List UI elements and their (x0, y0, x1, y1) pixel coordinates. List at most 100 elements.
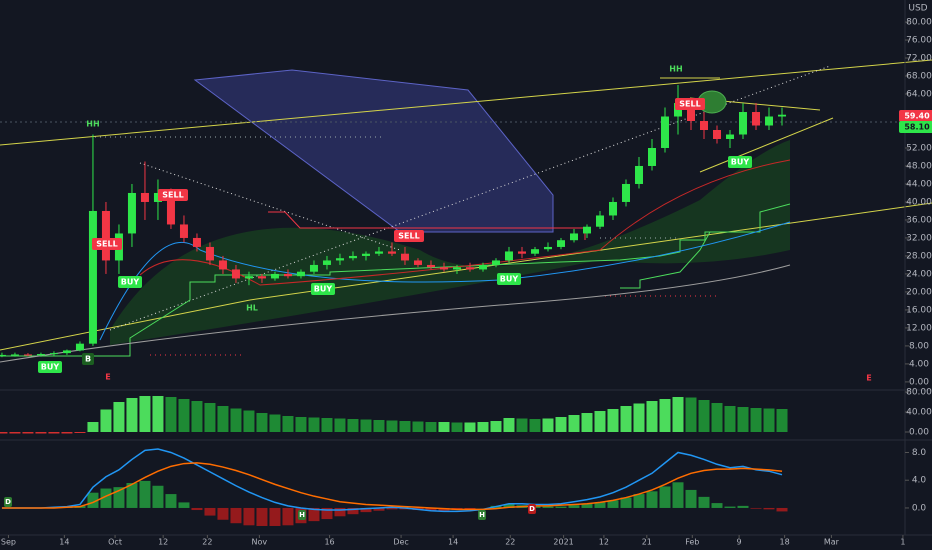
histogram-bar (451, 422, 463, 432)
histogram-bar (308, 417, 320, 432)
macd-bar (334, 507, 346, 517)
candle-body (556, 240, 565, 247)
label-box (311, 283, 335, 295)
macd-bar (308, 507, 320, 522)
step-line (0, 203, 791, 357)
candle-body (687, 103, 696, 122)
macd-bar (776, 507, 788, 512)
x-tick-label: 14 (448, 538, 458, 547)
histogram-bar (126, 398, 138, 432)
macd-bar (282, 507, 294, 526)
histogram-bar (737, 407, 749, 432)
macd-bar (386, 507, 398, 510)
histogram-bar (490, 421, 502, 432)
macd-bar (607, 500, 619, 508)
y-tick-label: 24.00 (906, 269, 932, 279)
candle-body (582, 226, 591, 234)
y-tick-label: 72.00 (906, 54, 932, 64)
macd-line (1, 462, 783, 511)
candle-body (62, 350, 71, 354)
macd-bar (685, 489, 697, 508)
label-box (38, 361, 62, 373)
candle-body (244, 276, 253, 279)
macd-bar (230, 507, 242, 524)
y-tick-label: 4.00 (909, 359, 929, 369)
histogram-bar (373, 420, 385, 432)
candle-body (335, 258, 344, 261)
macd-bar (620, 497, 632, 508)
macd-bar (269, 507, 281, 526)
x-tick-label: 12 (158, 538, 168, 547)
histogram-bar (516, 418, 528, 432)
histogram-bar (347, 419, 359, 432)
candle-body (192, 237, 201, 247)
y-tick-label: 48.00 (906, 161, 932, 171)
histogram-bar (698, 400, 710, 432)
candle-body (465, 267, 474, 270)
y-tick-label: 36.00 (906, 215, 932, 225)
x-tick-label: Mar (824, 538, 840, 547)
histogram-bar (282, 416, 294, 432)
x-tick-label: 14 (59, 538, 69, 547)
histogram-bar (87, 422, 99, 432)
histogram-bar (191, 401, 203, 432)
candle-body (752, 112, 761, 126)
label-box (92, 238, 122, 250)
step-line (620, 231, 711, 289)
macd-bar (217, 507, 229, 520)
histogram-bar (178, 399, 190, 432)
histogram-bar (61, 432, 73, 434)
x-tick-label: Dec (393, 538, 408, 547)
candle-body (361, 253, 370, 256)
x-tick-label: Feb (685, 538, 699, 547)
x-tick-label: 1 (900, 538, 905, 547)
annotation: 58.10 (904, 123, 930, 132)
histogram-bar (0, 432, 8, 434)
macd-bar (711, 503, 723, 508)
y-tick-label: 64.00 (906, 90, 932, 100)
candle-body (634, 165, 643, 184)
candle-body (739, 112, 748, 135)
candle-body (608, 201, 617, 216)
candle-body (270, 273, 279, 279)
y-tick-label: 80.00 (906, 388, 932, 398)
candle-body (257, 276, 266, 279)
histogram-bar (100, 409, 112, 432)
annotation: E (866, 374, 871, 383)
label-box (298, 510, 306, 520)
candle-body (49, 353, 58, 355)
candle-body (569, 233, 578, 241)
histogram-bar (477, 422, 489, 432)
y-tick-label: 32.00 (906, 233, 932, 243)
annotation: HL (246, 304, 258, 313)
candle-body (296, 271, 305, 277)
candle-body (205, 246, 214, 261)
label-box (728, 156, 752, 168)
candle-body (387, 251, 396, 254)
histogram-bar (165, 397, 177, 432)
histogram-bar (646, 401, 658, 432)
y-tick-label: 20.00 (906, 287, 932, 297)
annotation: SELL (398, 232, 419, 241)
annotation: H (299, 511, 305, 519)
y-tick-label: 68.00 (906, 72, 932, 82)
candle-body (452, 267, 461, 270)
moving-average (99, 221, 791, 341)
label-box (675, 98, 705, 110)
candle-body (648, 147, 657, 166)
annotation: D (5, 498, 11, 506)
annotation: SELL (162, 191, 183, 200)
macd-bar (360, 507, 372, 513)
annotation: HH (669, 65, 682, 74)
x-tick-label: 22 (505, 538, 515, 547)
histogram-bar (776, 409, 788, 432)
macd-bar (633, 494, 645, 508)
histogram-bar (334, 418, 346, 432)
histogram-bar (672, 397, 684, 432)
histogram-bar (724, 406, 736, 432)
candle-body (75, 343, 84, 351)
histogram-bar (555, 417, 567, 432)
histogram-bar (763, 408, 775, 432)
histogram-bar (269, 414, 281, 432)
